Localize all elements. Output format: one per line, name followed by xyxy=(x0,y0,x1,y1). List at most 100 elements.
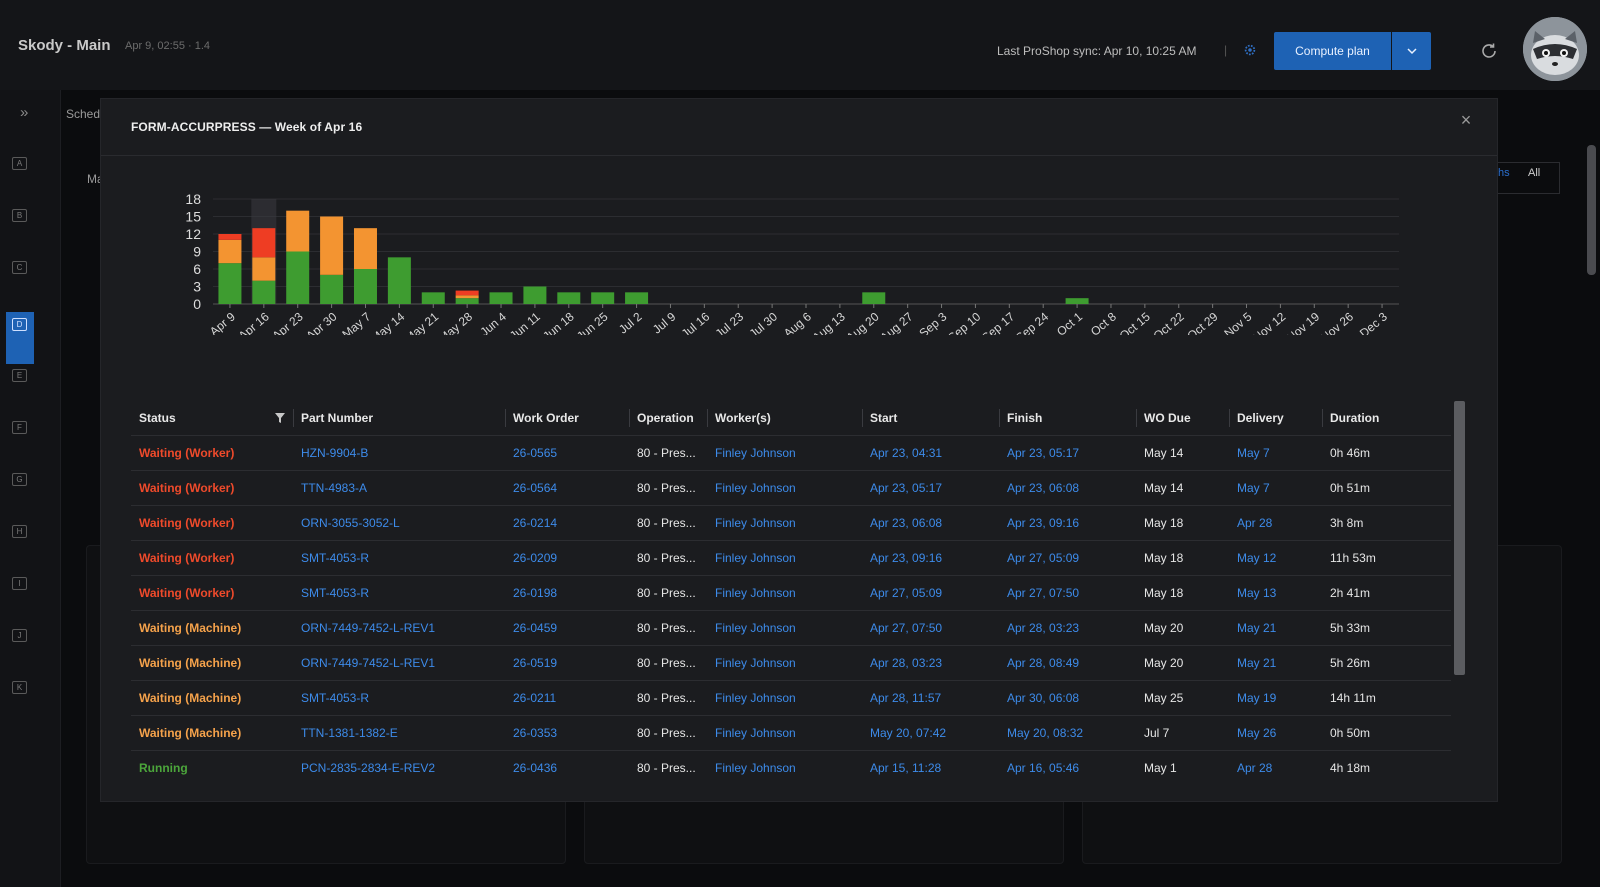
table-row[interactable]: Waiting (Machine) ORN-7449-7452-L-REV1 26-… xyxy=(131,645,1451,681)
worker-link[interactable]: Finley Johnson xyxy=(707,505,862,541)
start-link[interactable]: Apr 28, 03:23 xyxy=(862,645,999,681)
start-link[interactable]: Apr 27, 07:50 xyxy=(862,610,999,646)
table-row[interactable]: Waiting (Worker) SMT-4053-R 26-0209 80 - Pr… xyxy=(131,540,1451,576)
delivery-link[interactable]: May 19 xyxy=(1229,680,1322,716)
part-number-link[interactable]: SMT-4053-R xyxy=(293,540,505,576)
worker-link[interactable]: Finley Johnson xyxy=(707,715,862,751)
gear-icon[interactable] xyxy=(1243,43,1257,57)
close-icon[interactable]: × xyxy=(1460,110,1472,130)
column-header-operation[interactable]: Operation xyxy=(629,401,707,436)
part-number-link[interactable]: ORN-7449-7452-L-REV1 xyxy=(293,610,505,646)
delivery-link[interactable]: May 7 xyxy=(1229,435,1322,471)
delivery-link[interactable]: May 21 xyxy=(1229,610,1322,646)
rail-item-f[interactable]: I xyxy=(12,577,27,590)
part-number-link[interactable]: SMT-4053-R xyxy=(293,680,505,716)
work-order-link[interactable]: 26-0211 xyxy=(505,680,629,716)
work-order-link[interactable]: 26-0198 xyxy=(505,575,629,611)
background-tab-all[interactable]: All xyxy=(1528,167,1541,179)
table-row[interactable]: Waiting (Worker) SMT-4053-R 26-0198 80 - Pr… xyxy=(131,575,1451,611)
delivery-link[interactable]: May 12 xyxy=(1229,540,1322,576)
part-number-link[interactable]: HZN-9904-B xyxy=(293,435,505,471)
rail-item-e[interactable]: H xyxy=(12,525,27,538)
table-row[interactable]: Waiting (Machine) ORN-7449-7452-L-REV1 26-… xyxy=(131,610,1451,646)
finish-link[interactable]: Apr 28, 03:23 xyxy=(999,610,1136,646)
column-header-wo-due[interactable]: WO Due xyxy=(1136,401,1229,436)
background-tab-months[interactable]: ths xyxy=(1495,167,1510,179)
column-header-status[interactable]: Status xyxy=(131,401,293,436)
refresh-icon[interactable] xyxy=(1479,41,1499,61)
rail-item-dashboard[interactable]: B xyxy=(12,209,27,222)
start-link[interactable]: Apr 27, 05:09 xyxy=(862,575,999,611)
rail-item-g[interactable]: J xyxy=(12,629,27,642)
table-row[interactable]: Waiting (Machine) SMT-4053-R 26-0211 80 - P… xyxy=(131,680,1451,716)
work-order-link[interactable]: 26-0565 xyxy=(505,435,629,471)
delivery-link[interactable]: May 7 xyxy=(1229,470,1322,506)
finish-link[interactable]: Apr 28, 08:49 xyxy=(999,645,1136,681)
delivery-link[interactable]: Apr 28 xyxy=(1229,750,1322,785)
page-scrollbar[interactable] xyxy=(1587,145,1596,275)
worker-link[interactable]: Finley Johnson xyxy=(707,750,862,785)
rail-item-h[interactable]: K xyxy=(12,681,27,694)
start-link[interactable]: Apr 23, 04:31 xyxy=(862,435,999,471)
work-order-link[interactable]: 26-0519 xyxy=(505,645,629,681)
column-header-work-order[interactable]: Work Order xyxy=(505,401,629,436)
delivery-link[interactable]: May 26 xyxy=(1229,715,1322,751)
compute-plan-button[interactable]: Compute plan xyxy=(1274,32,1391,70)
worker-link[interactable]: Finley Johnson xyxy=(707,575,862,611)
start-link[interactable]: Apr 23, 05:17 xyxy=(862,470,999,506)
worker-link[interactable]: Finley Johnson xyxy=(707,610,862,646)
rail-item-c[interactable]: F xyxy=(12,421,27,434)
part-number-link[interactable]: PCN-2835-2834-E-REV2 xyxy=(293,750,505,785)
finish-link[interactable]: May 20, 08:32 xyxy=(999,715,1136,751)
work-order-link[interactable]: 26-0353 xyxy=(505,715,629,751)
start-link[interactable]: Apr 15, 11:28 xyxy=(862,750,999,785)
work-order-link[interactable]: 26-0209 xyxy=(505,540,629,576)
finish-link[interactable]: Apr 23, 09:16 xyxy=(999,505,1136,541)
rail-item-b[interactable]: E xyxy=(12,369,27,382)
part-number-link[interactable]: TTN-1381-1382-E xyxy=(293,715,505,751)
part-number-link[interactable]: ORN-7449-7452-L-REV1 xyxy=(293,645,505,681)
work-order-link[interactable]: 26-0564 xyxy=(505,470,629,506)
column-header-workers[interactable]: Worker(s) xyxy=(707,401,862,436)
table-row[interactable]: Waiting (Worker) HZN-9904-B 26-0565 80 - Pr… xyxy=(131,435,1451,471)
filter-icon[interactable] xyxy=(274,412,286,424)
table-row[interactable]: Running PCN-2835-2834-E-REV2 26-0436 80 - P… xyxy=(131,750,1451,785)
finish-link[interactable]: Apr 30, 06:08 xyxy=(999,680,1136,716)
column-header-delivery[interactable]: Delivery xyxy=(1229,401,1322,436)
delivery-link[interactable]: May 13 xyxy=(1229,575,1322,611)
user-avatar[interactable] xyxy=(1523,17,1587,81)
part-number-link[interactable]: ORN-3055-3052-L xyxy=(293,505,505,541)
column-header-duration[interactable]: Duration xyxy=(1322,401,1451,436)
part-number-link[interactable]: SMT-4053-R xyxy=(293,575,505,611)
finish-link[interactable]: Apr 23, 06:08 xyxy=(999,470,1136,506)
work-order-link[interactable]: 26-0459 xyxy=(505,610,629,646)
column-header-part-number[interactable]: Part Number xyxy=(293,401,505,436)
part-number-link[interactable]: TTN-4983-A xyxy=(293,470,505,506)
finish-link[interactable]: Apr 23, 05:17 xyxy=(999,435,1136,471)
delivery-link[interactable]: Apr 28 xyxy=(1229,505,1322,541)
finish-link[interactable]: Apr 16, 05:46 xyxy=(999,750,1136,785)
table-row[interactable]: Waiting (Machine) TTN-1381-1382-E 26-0353 8… xyxy=(131,715,1451,751)
start-link[interactable]: Apr 28, 11:57 xyxy=(862,680,999,716)
work-order-link[interactable]: 26-0436 xyxy=(505,750,629,785)
worker-link[interactable]: Finley Johnson xyxy=(707,435,862,471)
worker-link[interactable]: Finley Johnson xyxy=(707,680,862,716)
worker-link[interactable]: Finley Johnson xyxy=(707,540,862,576)
expand-sidebar-icon[interactable]: » xyxy=(20,104,29,121)
worker-link[interactable]: Finley Johnson xyxy=(707,470,862,506)
table-scrollbar[interactable] xyxy=(1454,401,1465,675)
column-header-start[interactable]: Start xyxy=(862,401,999,436)
worker-link[interactable]: Finley Johnson xyxy=(707,645,862,681)
compute-plan-dropdown-button[interactable] xyxy=(1392,32,1431,70)
rail-item-d[interactable]: G xyxy=(12,473,27,486)
column-header-finish[interactable]: Finish xyxy=(999,401,1136,436)
rail-item-schedule[interactable]: D xyxy=(12,318,27,331)
table-row[interactable]: Waiting (Worker) TTN-4983-A 26-0564 80 - Pr… xyxy=(131,470,1451,506)
delivery-link[interactable]: May 21 xyxy=(1229,645,1322,681)
table-row[interactable]: Waiting (Worker) ORN-3055-3052-L 26-0214 80… xyxy=(131,505,1451,541)
work-order-link[interactable]: 26-0214 xyxy=(505,505,629,541)
start-link[interactable]: Apr 23, 09:16 xyxy=(862,540,999,576)
start-link[interactable]: Apr 23, 06:08 xyxy=(862,505,999,541)
rail-item-list[interactable]: C xyxy=(12,261,27,274)
finish-link[interactable]: Apr 27, 07:50 xyxy=(999,575,1136,611)
